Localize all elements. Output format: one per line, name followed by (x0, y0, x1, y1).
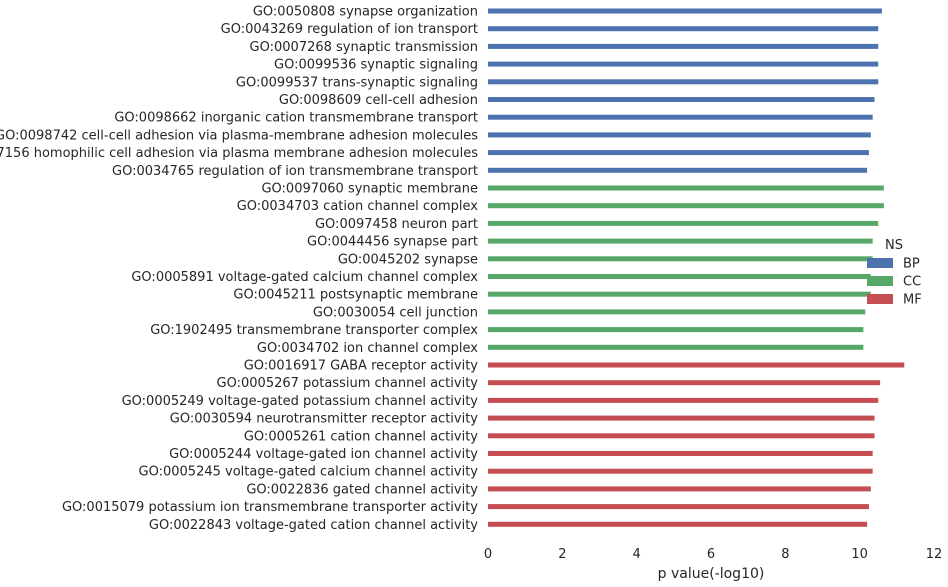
bar (488, 203, 884, 209)
category-label: GO:0005245 voltage-gated calcium channel… (139, 465, 479, 480)
category-label: GO:0007268 synaptic transmission (250, 40, 478, 55)
category-label: GO:0097060 synaptic membrane (261, 182, 478, 197)
category-label: GO:0034765 regulation of ion transmembra… (112, 164, 478, 179)
category-label: GO:0045202 synapse (338, 252, 478, 267)
x-tick-label: 8 (781, 547, 789, 562)
bar (488, 415, 875, 421)
category-label: GO:0030594 neurotransmitter receptor act… (170, 412, 479, 427)
x-tick-label: 4 (633, 547, 641, 562)
category-label: GO:0098662 inorganic cation transmembran… (114, 111, 478, 126)
category-label: GO:0015079 potassium ion transmembrane t… (62, 500, 478, 515)
x-tick-label: 0 (484, 547, 492, 562)
bar (488, 238, 873, 244)
bar (488, 150, 869, 156)
legend-title: NS (885, 238, 903, 253)
x-axis-ticks: 0 2 4 6 8 10 12 (484, 547, 942, 562)
bar (488, 309, 866, 315)
category-label: GO:0005267 potassium channel activity (217, 376, 479, 391)
legend: NS BP CC MF (867, 238, 922, 308)
x-tick-label: 6 (707, 547, 715, 562)
category-label: GO:0098609 cell-cell adhesion (279, 93, 478, 108)
x-tick-label: 10 (851, 547, 868, 562)
bar (488, 291, 871, 297)
category-label: GO:0030054 cell junction (313, 305, 478, 320)
bar (488, 344, 864, 350)
category-label: GO:0034702 ion channel complex (257, 341, 478, 356)
category-label: GO:0044456 synapse part (307, 235, 478, 250)
category-label: GO:0016917 GABA receptor activity (244, 359, 479, 374)
bar (488, 433, 875, 439)
x-tick-label: 2 (558, 547, 566, 562)
bar (488, 256, 873, 262)
bar (488, 397, 879, 403)
legend-label-bp: BP (903, 257, 920, 272)
bar (488, 327, 864, 333)
bar (488, 8, 882, 14)
bar (488, 61, 879, 67)
legend-swatch-mf (867, 294, 893, 304)
category-label: GO:0097458 neuron part (315, 217, 478, 232)
bar (488, 97, 875, 102)
category-label: GO:1902495 transmembrane transporter com… (150, 323, 478, 338)
bar (488, 451, 873, 456)
bar (488, 521, 868, 527)
bar (488, 468, 873, 474)
x-tick-label: 12 (926, 547, 943, 562)
category-label: GO:0043269 regulation of ion transport (221, 22, 478, 37)
legend-label-mf: MF (903, 293, 922, 308)
bar (488, 26, 879, 32)
category-label: GO:0005249 voltage-gated potassium chann… (122, 394, 479, 409)
bars-group (488, 8, 905, 527)
category-label: GO:0005891 voltage-gated calcium channel… (131, 270, 478, 285)
bar (488, 114, 873, 120)
category-label: GO:0022836 gated channel activity (246, 482, 478, 497)
category-label: GO:0045211 postsynaptic membrane (233, 288, 478, 303)
bar (488, 220, 879, 226)
bar (488, 380, 881, 386)
category-label: GO:0022843 voltage-gated cation channel … (149, 518, 478, 533)
legend-swatch-cc (867, 276, 893, 286)
category-label: GO:0099537 trans-synaptic signaling (236, 75, 478, 90)
bar (488, 504, 869, 510)
bar (488, 79, 879, 85)
category-label: GO:0098742 cell-cell adhesion via plasma… (0, 128, 478, 143)
category-label: GO:0005244 voltage-gated ion channel act… (169, 447, 478, 462)
bar (488, 167, 868, 173)
bar (488, 362, 905, 368)
category-labels: GO:0050808 synapse organization GO:004326… (0, 5, 478, 533)
category-label: GO:0007156 homophilic cell adhesion via … (0, 146, 478, 161)
category-label: GO:0099536 synaptic signaling (274, 58, 478, 73)
bar (488, 486, 871, 492)
bar (488, 43, 879, 49)
bar (488, 185, 884, 191)
bar (488, 132, 871, 138)
legend-swatch-bp (867, 258, 893, 268)
category-label: GO:0050808 synapse organization (253, 5, 478, 20)
bar (488, 274, 871, 279)
category-label: GO:0005261 cation channel activity (244, 429, 478, 444)
legend-label-cc: CC (903, 275, 921, 290)
category-label: GO:0034703 cation channel complex (237, 199, 479, 214)
x-axis-title: p value(-log10) (658, 566, 765, 582)
